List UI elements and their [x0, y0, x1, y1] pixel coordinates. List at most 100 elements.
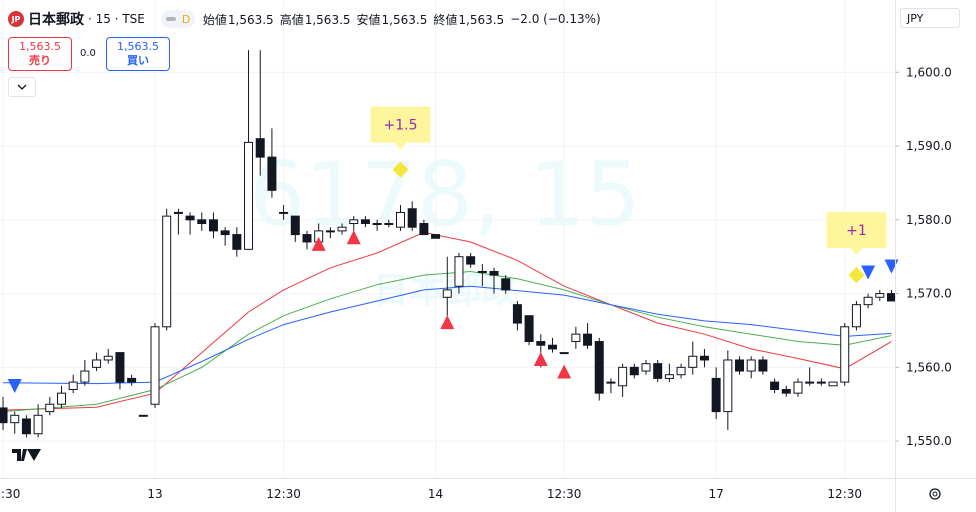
y-tick-label: 1,580.0	[906, 213, 952, 227]
watermark: 6178, 15	[249, 143, 641, 246]
buy-price: 1,563.5	[117, 40, 159, 53]
y-tick-label: 1,600.0	[906, 65, 952, 79]
candle-body	[770, 381, 780, 390]
candle-body	[185, 215, 195, 221]
moving-average	[2, 285, 892, 385]
x-tick-label: 12:30	[266, 487, 301, 501]
toggle[interactable]: D	[160, 10, 195, 28]
candle-body	[594, 341, 604, 394]
candle-body	[758, 359, 768, 372]
candle-body	[173, 211, 183, 214]
ohlc-value: 1,563.5	[381, 12, 428, 27]
candle-body	[302, 234, 312, 243]
annotation-box	[826, 212, 887, 249]
x-tick-label: 12:30	[827, 487, 862, 501]
candle-body	[723, 359, 733, 413]
candle-body	[419, 223, 429, 236]
annotation-box	[370, 106, 431, 143]
candle-body	[805, 381, 815, 384]
candle-body	[360, 219, 370, 225]
x-tick-label: 17	[708, 487, 723, 501]
candle-body	[103, 355, 113, 361]
candle-body	[33, 414, 43, 435]
change: −2.0 (−0.13%)	[510, 12, 601, 26]
sell-price: 1,563.5	[19, 40, 61, 53]
ohlc-key: 終値	[433, 12, 458, 27]
buy-button[interactable]: 1,563.5 買い	[106, 37, 170, 71]
candle-body	[337, 226, 347, 232]
buy-signal	[346, 230, 361, 245]
candle-body	[676, 366, 686, 376]
candle-body	[197, 219, 207, 225]
candle-body	[699, 355, 709, 361]
candle-body	[372, 223, 382, 226]
candle-body	[512, 304, 522, 324]
candle-body	[886, 293, 896, 302]
candle-body	[431, 234, 441, 239]
candle-body	[688, 355, 698, 368]
candle-body	[828, 381, 838, 387]
moving-average	[2, 270, 892, 413]
candle-body	[0, 407, 8, 424]
candle-body	[407, 208, 417, 228]
buy-signal	[440, 315, 455, 330]
candle-body	[489, 270, 499, 276]
candle-body	[150, 326, 160, 405]
candle-body	[80, 370, 90, 383]
candle-body	[863, 296, 873, 306]
collapse-button[interactable]	[8, 77, 36, 97]
x-tick-label: 12:30	[0, 487, 20, 501]
candle-body	[571, 333, 581, 343]
candle-body	[208, 219, 218, 232]
buy-signal	[311, 236, 326, 251]
ohlc: 始値1,563.5 高値1,563.5 安値1,563.5 終値1,563.5	[203, 11, 504, 28]
mode: D	[181, 12, 191, 26]
candle-body	[21, 418, 31, 435]
candle-body	[115, 352, 125, 383]
candle-body	[524, 315, 534, 343]
annotation-text: +1.5	[384, 118, 418, 134]
buy-signal	[533, 351, 548, 366]
interval: · 15 · TSE	[88, 12, 145, 26]
annotation-pointer	[394, 142, 407, 150]
chevron	[17, 84, 27, 90]
sell-signal	[861, 265, 876, 280]
candle-body	[746, 359, 756, 372]
ohlc-key: 始値	[202, 12, 227, 27]
candle-body	[559, 352, 569, 355]
x-tick-label: 13	[147, 487, 162, 501]
currency[interactable]: JPY	[900, 8, 960, 28]
candle-body	[279, 211, 289, 214]
x-tick-label: 14	[428, 487, 443, 501]
sell-button[interactable]: 1,563.5 売り	[8, 37, 72, 71]
ohlc-key: 安値	[356, 12, 381, 27]
annotation-text: +1	[846, 223, 867, 239]
candle-body	[641, 363, 651, 372]
candle-body	[45, 403, 55, 413]
candle-body	[781, 388, 791, 394]
buy-label: 買い	[127, 54, 149, 67]
candle-body	[629, 366, 639, 376]
candle-body	[477, 270, 487, 273]
symbol[interactable]: 日本郵政	[28, 12, 84, 28]
logo: JP	[8, 11, 24, 27]
candle-body	[325, 230, 335, 233]
y-tick-label: 1,570.0	[906, 287, 952, 301]
candle-body	[396, 211, 406, 228]
ohlc-value: 1,563.5	[304, 12, 351, 27]
candle-body	[735, 359, 745, 372]
candle-body	[10, 414, 20, 424]
moving-average	[2, 231, 892, 411]
candle-body	[384, 223, 394, 226]
candle-body	[653, 363, 663, 379]
candle-body	[290, 215, 300, 236]
ohlc-value: 1,563.5	[458, 12, 505, 27]
candle-body	[618, 366, 628, 387]
sell-signal	[7, 379, 22, 394]
diamond-signal	[392, 161, 409, 178]
settings-button[interactable]	[929, 488, 941, 500]
candle-body	[851, 304, 861, 328]
